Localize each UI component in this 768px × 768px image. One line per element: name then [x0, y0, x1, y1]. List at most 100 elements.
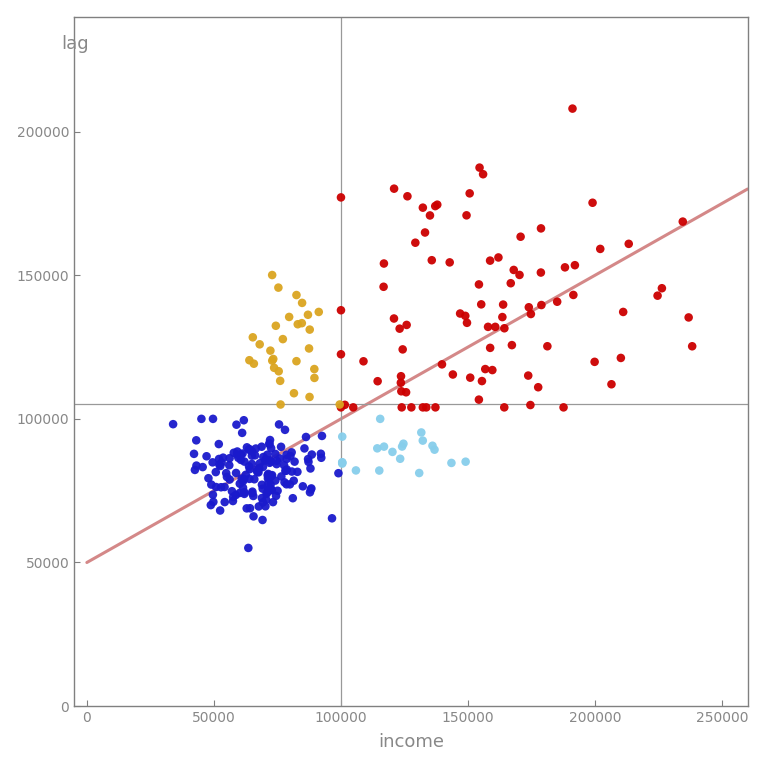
Point	[431, 199, 443, 211]
Point	[347, 401, 359, 413]
Point	[213, 453, 225, 465]
Point	[215, 481, 227, 493]
Point	[304, 462, 316, 475]
Point	[475, 298, 488, 310]
Point	[429, 444, 441, 456]
Point	[303, 323, 316, 336]
Point	[464, 187, 476, 200]
Point	[656, 282, 668, 294]
Point	[257, 451, 270, 463]
Point	[205, 478, 217, 491]
Point	[497, 299, 509, 311]
Point	[315, 452, 327, 464]
Point	[378, 257, 390, 270]
Point	[190, 459, 203, 472]
Point	[237, 414, 250, 426]
Point	[274, 399, 286, 411]
Point	[236, 472, 248, 485]
Point	[264, 478, 276, 491]
Point	[276, 333, 289, 346]
Point	[429, 200, 442, 212]
Point	[287, 475, 300, 487]
Point	[522, 369, 535, 382]
Point	[280, 465, 292, 477]
Point	[263, 472, 276, 485]
Point	[535, 222, 547, 234]
Point	[388, 313, 400, 325]
Point	[266, 484, 278, 496]
Point	[261, 469, 273, 482]
Point	[271, 455, 283, 467]
Point	[413, 467, 425, 479]
Point	[388, 183, 400, 195]
Point	[188, 448, 200, 460]
Point	[335, 304, 347, 316]
Point	[280, 449, 293, 461]
Text: lag: lag	[61, 35, 89, 52]
Point	[515, 230, 527, 243]
Point	[195, 412, 207, 425]
Point	[303, 455, 315, 468]
Point	[238, 488, 250, 500]
Point	[617, 306, 629, 318]
Point	[302, 453, 314, 465]
Point	[253, 338, 266, 350]
Point	[260, 494, 273, 506]
Point	[551, 296, 563, 308]
Point	[395, 370, 407, 382]
Point	[243, 444, 255, 456]
Point	[420, 401, 432, 413]
Point	[243, 473, 256, 485]
Point	[386, 445, 399, 458]
Point	[237, 475, 250, 487]
Point	[202, 472, 214, 485]
Point	[235, 449, 247, 461]
Point	[265, 442, 277, 455]
Point	[260, 488, 273, 500]
Point	[315, 448, 327, 460]
Point	[298, 442, 310, 455]
Point	[291, 465, 303, 478]
Point	[447, 369, 459, 381]
Point	[508, 263, 520, 276]
Point	[308, 363, 320, 376]
Point	[251, 465, 263, 477]
Point	[473, 278, 485, 290]
Point	[230, 467, 242, 479]
Point	[247, 490, 260, 502]
Point	[237, 448, 249, 460]
Point	[569, 259, 581, 271]
Point	[217, 452, 230, 464]
Point	[683, 311, 695, 323]
Point	[283, 311, 296, 323]
Point	[213, 438, 225, 450]
Point	[243, 463, 256, 475]
Point	[558, 401, 570, 413]
Point	[400, 319, 412, 331]
Point	[243, 460, 255, 472]
Point	[253, 457, 266, 469]
Point	[227, 491, 240, 503]
Point	[308, 372, 320, 384]
Point	[378, 441, 390, 453]
Point	[233, 478, 246, 490]
Point	[357, 355, 369, 367]
Point	[207, 456, 219, 468]
Point	[242, 541, 254, 554]
Point	[280, 478, 293, 491]
Point	[335, 191, 347, 204]
Point	[270, 458, 283, 470]
Point	[190, 434, 203, 446]
Point	[400, 386, 412, 399]
Point	[262, 484, 274, 496]
Point	[207, 488, 219, 501]
Point	[278, 476, 290, 488]
Point	[651, 290, 664, 302]
Point	[231, 449, 243, 461]
Point	[336, 456, 349, 468]
Point	[250, 442, 262, 455]
Point	[220, 471, 233, 483]
Point	[253, 462, 266, 475]
Point	[247, 510, 260, 522]
Point	[230, 489, 242, 502]
